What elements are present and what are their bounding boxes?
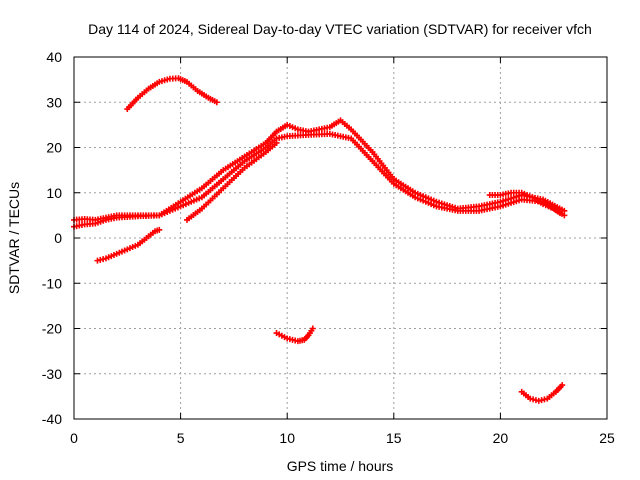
x-axis-label: GPS time / hours xyxy=(287,458,394,474)
y-tick-label: 30 xyxy=(46,94,62,110)
y-tick-label: 20 xyxy=(46,140,62,156)
series-main-trace-low xyxy=(71,130,568,230)
series-dip-mid xyxy=(273,325,316,345)
series-arc-high xyxy=(124,75,220,113)
data-point xyxy=(561,207,568,214)
x-tick-label: 15 xyxy=(386,430,402,446)
x-tick-label: 0 xyxy=(70,430,78,446)
chart-title: Day 114 of 2024, Sidereal Day-to-day VTE… xyxy=(88,21,592,37)
x-tick-label: 25 xyxy=(599,430,615,446)
x-tick-label: 10 xyxy=(279,430,295,446)
series-branch-rising xyxy=(183,139,280,223)
series-low-segment xyxy=(94,226,163,264)
y-tick-label: 10 xyxy=(46,185,62,201)
x-tick-label: 5 xyxy=(177,430,185,446)
y-tick-label: -30 xyxy=(42,366,62,382)
data-point xyxy=(156,226,163,233)
data-point xyxy=(273,139,280,146)
y-tick-label: 40 xyxy=(46,49,62,65)
data-series xyxy=(71,75,568,404)
series-dip-late xyxy=(518,382,566,404)
y-tick-label: 0 xyxy=(54,230,62,246)
y-axis-label: SDTVAR / TECUs xyxy=(6,182,22,294)
grid xyxy=(74,57,607,419)
series-main-trace-high xyxy=(71,117,568,223)
y-tick-label: -10 xyxy=(42,275,62,291)
data-point xyxy=(557,210,564,217)
y-tick-label: -20 xyxy=(42,321,62,337)
x-tick-label: 20 xyxy=(493,430,509,446)
series-branch-late xyxy=(486,189,564,217)
data-point xyxy=(309,325,316,332)
axis-ticks: 0 5 10 15 20 25 -40 -30 -20 -10 0 10 20 30 40 xyxy=(42,49,615,446)
y-tick-label: -40 xyxy=(42,411,62,427)
data-point xyxy=(559,382,566,389)
data-point xyxy=(213,99,220,106)
